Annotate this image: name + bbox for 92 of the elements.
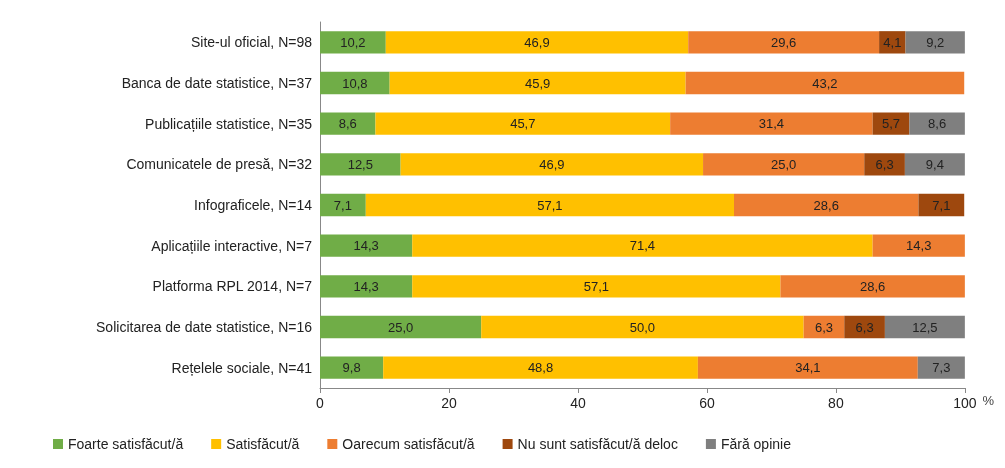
x-tick-label: 20 [441,395,457,411]
data-label: 45,9 [524,75,551,91]
bar [917,356,965,379]
bar [780,275,965,298]
data-label: 57,1 [537,197,563,213]
bar [697,356,918,379]
bar [685,71,965,95]
bar [320,356,384,379]
data-label: 14,3 [906,238,932,254]
data-label: 12,5 [912,319,938,335]
bar [412,234,873,257]
data-label: 57,1 [583,278,609,294]
bar [670,112,873,135]
y-tick-label: Comunicatele de presă, N=32 [126,156,313,173]
data-label: 46,9 [524,34,550,50]
bar [365,193,734,217]
bar [688,31,880,54]
y-tick-label: Banca de date statistice, N=37 [121,75,313,91]
data-label: 48,8 [527,360,554,376]
data-label: 50,0 [629,319,656,335]
data-label: 25,0 [771,156,797,172]
legend-label: Fără opinie [720,436,792,452]
bar [481,315,804,339]
bar [383,356,698,379]
data-label: 43,2 [812,75,838,91]
data-label: 14,3 [353,278,379,294]
data-label: 46,9 [539,156,565,172]
data-label: 5,7 [881,116,901,132]
y-tick-label: Publicațiile statistice, N=35 [145,115,313,132]
bar [918,193,965,217]
data-label: 10,2 [340,34,366,50]
legend-label: Satisfăcut/ă [226,436,300,452]
x-tick-label: 60 [699,395,715,411]
y-tick-label: Infograficele, N=14 [194,197,313,213]
bar [703,153,865,176]
bar [320,275,413,298]
bar [864,153,905,176]
data-label: 7,1 [333,197,352,213]
bar [320,193,366,217]
data-label: 9,8 [342,360,361,376]
data-label: 28,6 [813,197,839,213]
bar [904,153,965,176]
bar [320,153,401,176]
data-label: 4,1 [883,34,902,50]
data-label: 34,1 [795,360,821,376]
legend-label: Foarte satisfăcut/ă [68,436,184,452]
bar [320,315,482,339]
y-tick-label: Platforma RPL 2014, N=7 [152,278,313,295]
bar [320,112,376,135]
bar [872,234,965,257]
y-tick-label: Aplicațiile interactive, N=7 [151,237,313,254]
data-label: 12,5 [347,156,373,172]
data-label: 6,3 [875,156,894,172]
data-label: 14,3 [353,238,379,254]
data-label: 8,6 [928,116,947,132]
data-label: 9,2 [926,34,945,50]
y-tick-label: Site-ul oficial, N=98 [190,34,313,51]
data-label: 6,3 [814,319,833,335]
data-label: 7,1 [932,197,951,213]
data-label: 25,0 [387,319,414,335]
x-tick-label: 0 [316,395,325,411]
y-tick-label: Rețelele sociale, N=41 [171,359,313,376]
bar [412,275,781,298]
data-label: 45,7 [510,116,536,132]
data-label: 8,6 [338,116,357,132]
bar [375,112,671,135]
x-tick-label: 100 [953,395,977,411]
data-label: 29,6 [771,34,797,50]
bar [734,193,919,217]
data-label: 28,6 [859,278,886,294]
data-label: 6,3 [855,319,874,335]
x-tick-label: 80 [828,395,844,411]
bar [320,31,386,54]
legend-label: Nu sunt satisfăcut/ă deloc [517,436,678,452]
data-label: 71,4 [629,238,656,254]
bar [909,112,965,135]
data-label: 9,4 [925,156,944,172]
bar [320,234,413,257]
bar [389,71,686,95]
bar [385,31,689,54]
data-label: 10,8 [342,75,368,91]
data-label: 7,3 [932,360,951,376]
bar [872,112,910,135]
bar [400,153,704,176]
bar [905,31,965,54]
y-tick-label: Solicitarea de date statistice, N=16 [96,319,313,335]
bar [320,71,390,95]
legend-label: Oarecum satisfăcut/ă [342,436,475,452]
x-tick-label: 40 [570,395,586,411]
data-label: 31,4 [758,116,785,132]
bar [884,315,965,339]
x-axis-title: % [982,393,995,408]
